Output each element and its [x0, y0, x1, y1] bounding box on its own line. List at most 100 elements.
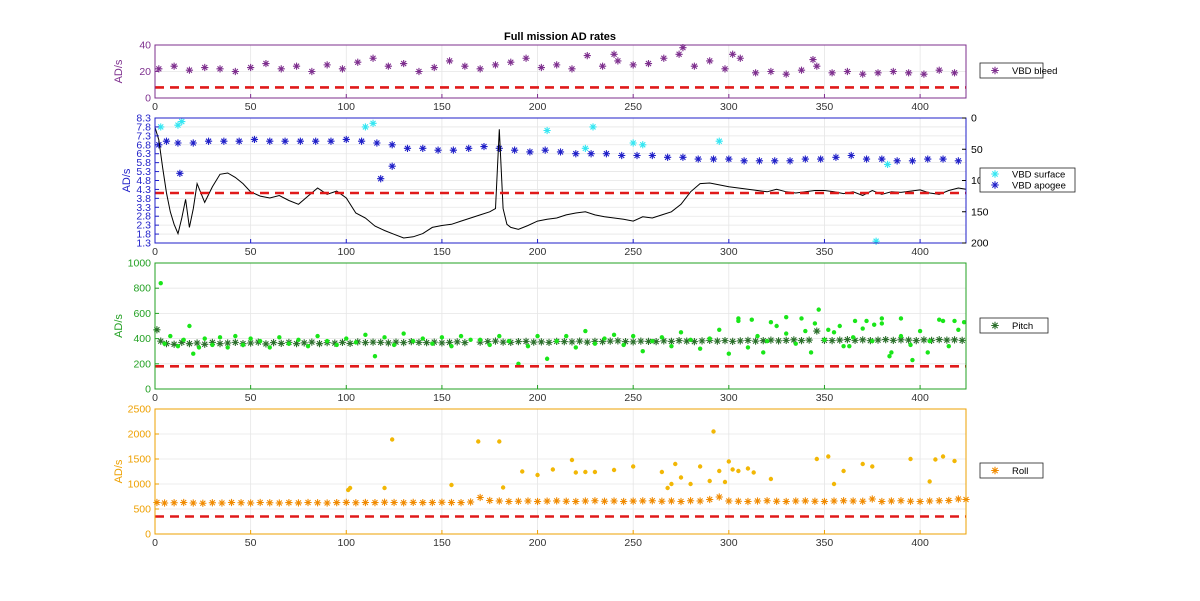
data-point	[950, 69, 959, 77]
data-point	[849, 497, 857, 505]
data-point	[753, 497, 762, 505]
y-axis-label: AD/s	[121, 168, 133, 192]
data-point	[958, 336, 966, 344]
data-point	[178, 117, 186, 126]
data-point	[644, 59, 653, 68]
data-point	[828, 337, 836, 345]
data-point	[420, 336, 425, 341]
x-tick-label: 250	[624, 392, 642, 404]
data-point	[629, 497, 637, 505]
x-tick-label: 100	[338, 101, 356, 113]
data-point	[292, 340, 301, 348]
subplot-4: 0 50 100 150 200 250 300 350 400 0 500 1000 1500 2000…	[113, 404, 1044, 549]
x-tick-label: 200	[529, 392, 547, 404]
data-point	[415, 67, 423, 76]
data-point	[526, 148, 534, 156]
data-point	[465, 144, 473, 152]
x-tick-label: 50	[245, 101, 257, 113]
data-point	[843, 67, 852, 76]
x-tick-label: 0	[152, 101, 158, 113]
legend-item-vbd-bleed[interactable]: VBD bleed	[991, 66, 1057, 77]
data-point	[237, 499, 245, 507]
data-point	[342, 135, 350, 144]
data-point	[361, 339, 370, 347]
legend-item-vbd-surface[interactable]: VBD surface	[991, 170, 1065, 181]
data-point	[589, 123, 597, 131]
data-point	[210, 342, 215, 348]
data-point	[487, 342, 492, 348]
y-tick-label: 3.3	[136, 202, 151, 214]
data-point	[871, 322, 877, 327]
data-point	[878, 155, 886, 163]
legend-item-roll[interactable]: Roll	[991, 466, 1028, 477]
data-point	[602, 336, 607, 341]
data-point	[153, 498, 161, 507]
data-point	[324, 338, 330, 344]
data-point	[400, 499, 408, 507]
data-point	[266, 499, 274, 507]
y-tick-label: 20	[139, 66, 151, 78]
data-point	[673, 461, 678, 467]
data-point	[516, 361, 521, 366]
data-point	[572, 497, 580, 506]
data-point	[269, 339, 278, 347]
data-point	[782, 70, 790, 78]
data-point	[763, 497, 771, 505]
data-point	[592, 341, 598, 346]
data-point	[453, 338, 461, 346]
y-tick-label: 1.3	[136, 238, 151, 250]
data-point	[187, 323, 192, 329]
y-tick-label: 0	[145, 384, 151, 396]
data-point	[889, 336, 897, 344]
data-point	[667, 497, 676, 505]
data-point	[629, 61, 637, 69]
data-point	[438, 498, 446, 506]
data-point	[602, 150, 611, 158]
data-point	[522, 54, 530, 62]
y-axis: 0 20 40	[139, 40, 159, 105]
data-point	[537, 338, 545, 346]
data-point	[353, 340, 359, 345]
data-point	[690, 62, 698, 70]
data-point	[409, 498, 417, 506]
data-point	[906, 497, 915, 505]
data-point	[768, 476, 774, 482]
data-point	[736, 468, 741, 474]
data-point	[771, 157, 779, 165]
data-point	[713, 337, 721, 345]
data-point	[510, 146, 519, 154]
data-point	[591, 497, 599, 505]
data-point	[281, 137, 289, 145]
legend-item-pitch[interactable]: Pitch	[991, 321, 1033, 332]
data-point	[568, 338, 576, 346]
data-point	[480, 142, 488, 151]
data-point	[726, 351, 732, 356]
data-point	[286, 341, 292, 346]
data-point	[908, 342, 913, 348]
data-point	[296, 337, 301, 343]
data-point	[225, 345, 230, 350]
legend-item-vbd-apogee[interactable]: VBD apogee	[991, 181, 1066, 192]
series-extra-1	[158, 280, 961, 366]
data-point	[308, 67, 316, 76]
data-point	[694, 155, 702, 163]
data-point	[576, 337, 584, 345]
data-point	[305, 343, 311, 349]
data-point	[342, 498, 350, 506]
x-axis: 0 50 100 150 200 250 300 350 400	[152, 530, 929, 549]
data-point	[382, 485, 387, 491]
data-point	[658, 497, 666, 505]
data-point	[220, 137, 228, 145]
series-extra-2	[736, 307, 967, 363]
data-point	[400, 59, 408, 68]
data-point	[256, 498, 264, 507]
data-point	[400, 339, 408, 347]
data-point	[882, 336, 890, 344]
data-point	[759, 337, 767, 345]
series-pitch	[153, 326, 966, 348]
data-point	[908, 157, 917, 165]
legend-marker	[991, 466, 999, 475]
data-point	[499, 338, 507, 346]
data-point	[630, 333, 636, 339]
data-point	[327, 137, 335, 145]
